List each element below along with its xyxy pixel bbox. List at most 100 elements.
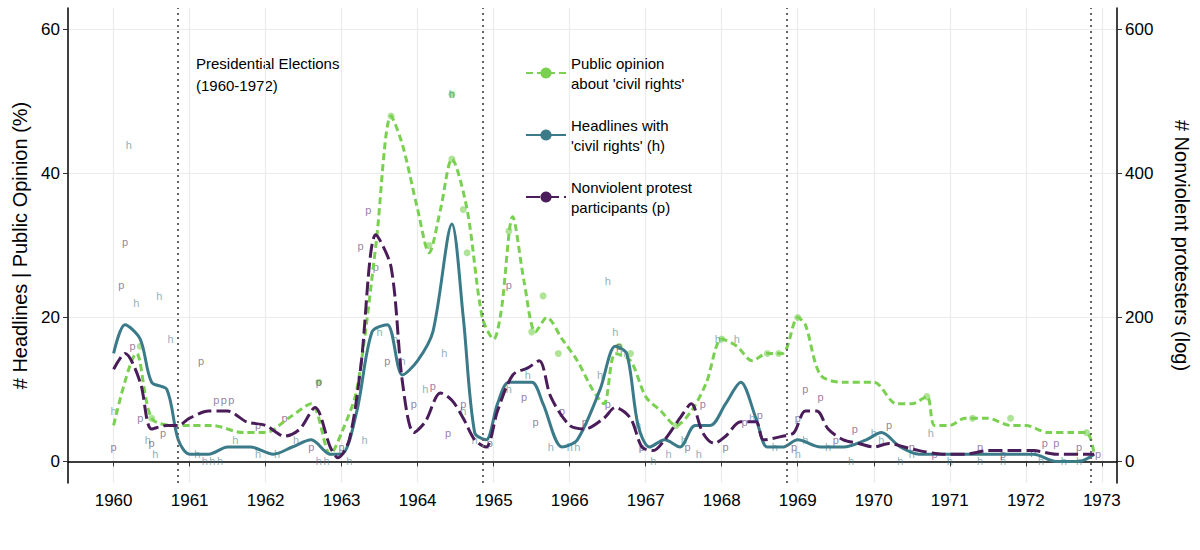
svg-text:p: p xyxy=(137,412,143,424)
svg-text:60: 60 xyxy=(41,20,60,39)
svg-text:h: h xyxy=(525,369,531,381)
svg-text:200: 200 xyxy=(1125,308,1153,327)
svg-text:p: p xyxy=(460,398,466,410)
svg-text:h: h xyxy=(152,448,158,460)
svg-text:h: h xyxy=(696,448,702,460)
svg-text:h: h xyxy=(323,455,329,467)
svg-text:p: p xyxy=(722,441,728,453)
svg-text:(1960-1972): (1960-1972) xyxy=(196,76,278,94)
svg-text:'civil rights' (h): 'civil rights' (h) xyxy=(571,137,665,154)
svg-text:p: p xyxy=(1076,441,1082,453)
svg-text:p: p xyxy=(532,416,538,428)
svg-text:p: p xyxy=(506,279,512,291)
svg-text:1971: 1971 xyxy=(931,491,969,510)
svg-text:1962: 1962 xyxy=(247,491,285,510)
html-text:h h: h h xyxy=(566,441,581,453)
svg-text:1963: 1963 xyxy=(323,491,361,510)
svg-text:p: p xyxy=(365,204,371,216)
svg-text:h: h xyxy=(665,448,671,460)
svg-text:Nonviolent protest: Nonviolent protest xyxy=(571,179,693,196)
svg-text:p: p xyxy=(221,394,227,406)
svg-text:h: h xyxy=(168,333,174,345)
svg-text:h: h xyxy=(977,455,983,467)
svg-text:h: h xyxy=(126,139,132,151)
svg-text:h: h xyxy=(947,455,953,467)
svg-text:0: 0 xyxy=(1125,452,1134,471)
svg-text:1970: 1970 xyxy=(855,491,893,510)
svg-text:h: h xyxy=(255,448,262,461)
svg-text:p: p xyxy=(445,427,451,439)
svg-text:p: p xyxy=(817,391,823,403)
svg-text:h: h xyxy=(548,441,554,453)
svg-text:p: p xyxy=(316,376,322,388)
svg-text:1967: 1967 xyxy=(627,491,665,510)
svg-text:400: 400 xyxy=(1125,164,1153,183)
svg-text:Presidential Elections: Presidential Elections xyxy=(196,55,339,72)
svg-text:participants (p): participants (p) xyxy=(571,199,670,216)
svg-text:p: p xyxy=(700,398,706,410)
svg-text:h: h xyxy=(848,455,854,467)
svg-text:0: 0 xyxy=(51,452,60,471)
svg-text:20: 20 xyxy=(41,308,60,327)
svg-text:1969: 1969 xyxy=(779,491,817,510)
svg-text:h: h xyxy=(346,455,352,467)
svg-text:h: h xyxy=(612,326,618,338)
svg-text:p: p xyxy=(1053,437,1059,449)
svg-text:h: h xyxy=(897,455,903,467)
svg-text:p: p xyxy=(149,437,155,449)
svg-text:p: p xyxy=(521,391,527,403)
svg-text:h: h xyxy=(232,434,238,446)
svg-text:h: h xyxy=(156,290,162,302)
svg-text:about 'civil rights': about 'civil rights' xyxy=(571,75,684,92)
svg-text:40: 40 xyxy=(41,164,60,183)
svg-text:p: p xyxy=(308,441,314,453)
svg-text:h: h xyxy=(209,455,215,467)
svg-text:p: p xyxy=(1042,437,1048,449)
svg-text:600: 600 xyxy=(1125,20,1153,39)
svg-text:p: p xyxy=(111,441,117,453)
svg-text:h: h xyxy=(316,455,322,467)
svg-text:h: h xyxy=(194,448,201,461)
svg-text:Public opinion: Public opinion xyxy=(571,55,664,72)
svg-text:1960: 1960 xyxy=(95,491,133,510)
svg-text:p: p xyxy=(384,355,390,367)
svg-text:Headlines with: Headlines with xyxy=(571,117,669,134)
svg-text:p: p xyxy=(122,236,128,248)
svg-text:1965: 1965 xyxy=(475,491,513,510)
svg-text:h: h xyxy=(605,275,611,287)
svg-text:1972: 1972 xyxy=(1007,491,1045,510)
svg-text:p: p xyxy=(160,427,166,439)
svg-text:p: p xyxy=(802,383,808,395)
svg-text:h: h xyxy=(650,455,656,467)
svg-text:p: p xyxy=(358,240,364,252)
svg-text:p: p xyxy=(130,340,136,352)
svg-text:# Nonviolent protesters (log): # Nonviolent protesters (log) xyxy=(1171,120,1193,371)
svg-text:h: h xyxy=(441,347,447,359)
svg-text:p: p xyxy=(118,279,124,291)
svg-text:h: h xyxy=(110,405,117,417)
svg-text:h: h xyxy=(449,88,455,100)
svg-text:p: p xyxy=(741,416,747,428)
svg-text:h: h xyxy=(217,455,223,467)
svg-text:p: p xyxy=(795,412,801,424)
svg-text:1964: 1964 xyxy=(399,491,437,510)
svg-text:h: h xyxy=(361,434,367,446)
svg-text:p: p xyxy=(213,394,219,406)
svg-text:1961: 1961 xyxy=(171,491,209,510)
svg-text:p: p xyxy=(411,398,417,410)
svg-text:h: h xyxy=(202,455,208,467)
svg-text:h: h xyxy=(133,297,139,309)
svg-text:h: h xyxy=(928,427,934,439)
svg-text:1968: 1968 xyxy=(703,491,741,510)
svg-text:p: p xyxy=(430,380,436,392)
svg-text:p: p xyxy=(886,419,892,431)
svg-text:h: h xyxy=(422,383,428,395)
svg-text:1973: 1973 xyxy=(1083,491,1121,510)
svg-text:1966: 1966 xyxy=(551,491,589,510)
svg-text:p: p xyxy=(198,355,204,367)
svg-text:# Headlines | Public Opinion (: # Headlines | Public Opinion (%) xyxy=(9,102,31,390)
svg-text:p: p xyxy=(852,423,858,435)
svg-text:p: p xyxy=(228,394,234,406)
svg-text:p: p xyxy=(1095,448,1101,460)
svg-text:h: h xyxy=(1075,455,1083,468)
